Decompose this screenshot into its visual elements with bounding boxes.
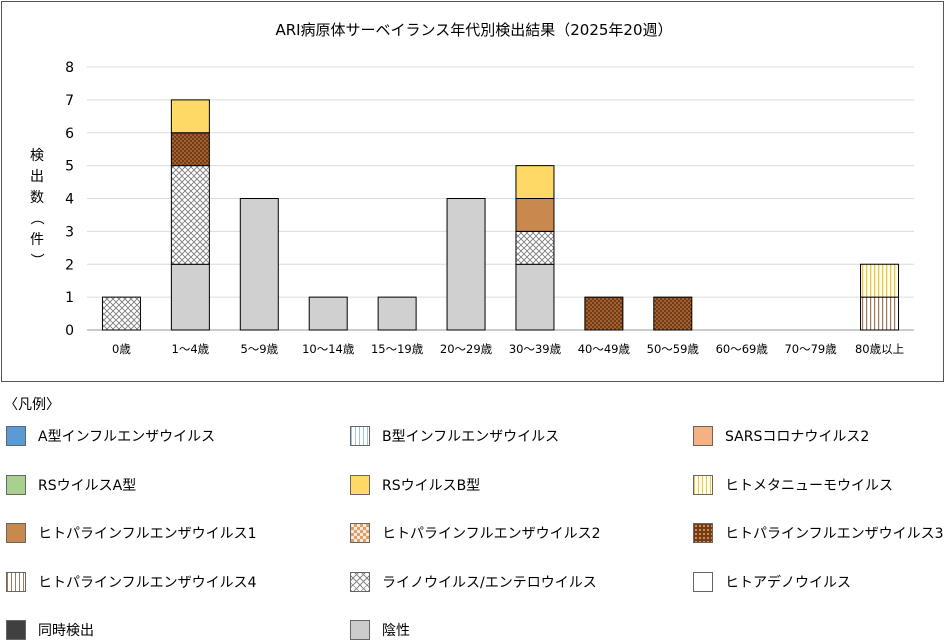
x-tick-label: 50～59歳 xyxy=(647,342,700,356)
bars xyxy=(101,99,900,331)
legend-label: ヒトパラインフルエンザウイルス1 xyxy=(38,526,257,542)
legend-label: ヒトパラインフルエンザウイルス3 xyxy=(725,526,944,542)
y-axis-label-char: 検 xyxy=(30,148,44,164)
bar-segment xyxy=(446,198,486,331)
y-axis-label-char: 出 xyxy=(30,169,44,185)
bar-segment xyxy=(584,296,624,331)
x-tick-label: 70～79歳 xyxy=(784,342,837,356)
brown-vertical-stripe-swatch xyxy=(6,571,26,592)
legend-item: ヒトパラインフルエンザウイルス3 xyxy=(693,522,944,544)
x-tick-label: 60～69歳 xyxy=(716,342,769,356)
blue-vertical-stripe-swatch xyxy=(350,426,370,446)
chart-title: ARI病原体サーベイランス年代別検出結果（2025年20週） xyxy=(275,21,672,39)
solid-yellow-swatch xyxy=(350,474,370,495)
legend-label: ヒトメタニューモウイルス xyxy=(725,477,893,494)
y-tick-label: 1 xyxy=(65,290,74,306)
legend-item: RSウイルスB型 xyxy=(350,474,480,496)
bar-segment xyxy=(515,165,555,199)
y-tick-label: 0 xyxy=(65,323,74,339)
legend-item: 陰性 xyxy=(350,619,410,641)
y-axis-label-char: 件 xyxy=(30,232,44,248)
legend-label: B型インフルエンザウイルス xyxy=(382,429,560,445)
chart-svg: ARI病原体サーベイランス年代別検出結果（2025年20週） 検出数 （ 件 ） 0 1… xyxy=(28,21,914,356)
bar-segment xyxy=(170,263,210,331)
legend-heading: 〈凡例〉 xyxy=(4,397,60,413)
dark-brown-dotted-swatch xyxy=(693,523,713,543)
y-tick-label: 2 xyxy=(65,257,74,273)
yellow-vertical-stripe-swatch xyxy=(693,474,713,495)
x-tick-label: 15～19歳 xyxy=(371,342,424,356)
legend-item: SARSコロナウイルス2 xyxy=(693,425,869,447)
legend-label: A型インフルエンザウイルス xyxy=(38,429,216,445)
x-tick-label: 1～4歳 xyxy=(172,342,210,356)
legend-label: ヒトパラインフルエンザウイルス2 xyxy=(382,526,601,542)
x-tick-label: 0歳 xyxy=(112,342,131,356)
y-axis-label: 検出数 （ 件 ） xyxy=(28,148,44,267)
bar-segment xyxy=(860,296,900,331)
bar-segment xyxy=(101,296,141,331)
bar-segment xyxy=(170,165,210,265)
legend-item: ライノウイルス/エンテロウイルス xyxy=(350,571,597,593)
y-tick-label: 6 xyxy=(65,126,74,142)
y-axis-label-char: （ xyxy=(28,211,44,225)
brown-check-swatch xyxy=(350,523,370,543)
legend-label: ヒトパラインフルエンザウイルス4 xyxy=(38,574,257,591)
y-tick-label: 4 xyxy=(65,192,74,208)
bar-segment xyxy=(170,132,210,167)
bar-segment xyxy=(515,263,555,331)
x-tick-labels: 0歳 1～4歳 5～9歳 10～14歳 15～19歳 20～29歳 30～39歳 40～49歳… xyxy=(112,342,904,356)
solid-blue-swatch xyxy=(6,426,26,446)
legend-item: ヒトパラインフルエンザウイルス2 xyxy=(350,522,601,544)
legend-item: B型インフルエンザウイルス xyxy=(350,425,559,447)
legend-label: RSウイルスA型 xyxy=(38,477,137,494)
x-tick-label: 20～29歳 xyxy=(440,342,493,356)
legend-label: SARSコロナウイルス2 xyxy=(725,429,870,445)
legend-label: 陰性 xyxy=(382,623,410,639)
y-tick-label: 8 xyxy=(65,60,74,76)
solid-salmon-swatch xyxy=(693,426,713,446)
legend-label: ヒトアデノウイルス xyxy=(725,574,851,591)
bar-segment xyxy=(308,296,348,331)
legend-item: ヒトメタニューモウイルス xyxy=(693,474,893,496)
bar-segment xyxy=(653,296,693,331)
solid-gray-swatch xyxy=(350,620,370,640)
gridlines xyxy=(87,66,914,331)
legend-item: ヒトアデノウイルス xyxy=(693,571,851,593)
solid-black-swatch xyxy=(6,620,26,640)
solid-green-swatch xyxy=(6,474,26,495)
bar-segment xyxy=(860,263,900,298)
y-axis-label-char: 数 xyxy=(30,190,44,206)
legend-label: 同時検出 xyxy=(38,623,94,639)
y-axis-label-char: ） xyxy=(28,253,44,267)
legend-item: A型インフルエンザウイルス xyxy=(6,425,215,447)
x-tick-label: 80歳以上 xyxy=(855,342,904,356)
solid-brown-swatch xyxy=(6,523,26,543)
x-tick-label: 40～49歳 xyxy=(578,342,631,356)
legend-item: 同時検出 xyxy=(6,619,94,641)
white-swatch xyxy=(693,571,713,592)
bar-segment xyxy=(515,198,555,232)
y-tick-label: 7 xyxy=(65,93,74,109)
bar-segment xyxy=(239,198,279,331)
crosshatch-swatch xyxy=(350,571,370,592)
legend-label: ライノウイルス/エンテロウイルス xyxy=(382,574,597,591)
bar-segment xyxy=(377,296,417,331)
legend-item: RSウイルスA型 xyxy=(6,474,136,496)
y-tick-label: 3 xyxy=(65,224,74,240)
y-tick-labels: 0 1 2 3 4 5 6 7 8 xyxy=(65,60,74,339)
bar-segment xyxy=(170,99,210,134)
legend-label: RSウイルスB型 xyxy=(382,477,481,494)
legend-item: ヒトパラインフルエンザウイルス4 xyxy=(6,571,257,593)
x-tick-label: 10～14歳 xyxy=(302,342,355,356)
bar-segment xyxy=(515,230,555,265)
x-tick-label: 5～9歳 xyxy=(240,342,278,356)
legend-item: ヒトパラインフルエンザウイルス1 xyxy=(6,522,257,544)
chart-frame: ARI病原体サーベイランス年代別検出結果（2025年20週） 検出数 （ 件 ） 0 1… xyxy=(1,1,944,382)
y-tick-label: 5 xyxy=(65,159,74,175)
x-tick-label: 30～39歳 xyxy=(509,342,562,356)
